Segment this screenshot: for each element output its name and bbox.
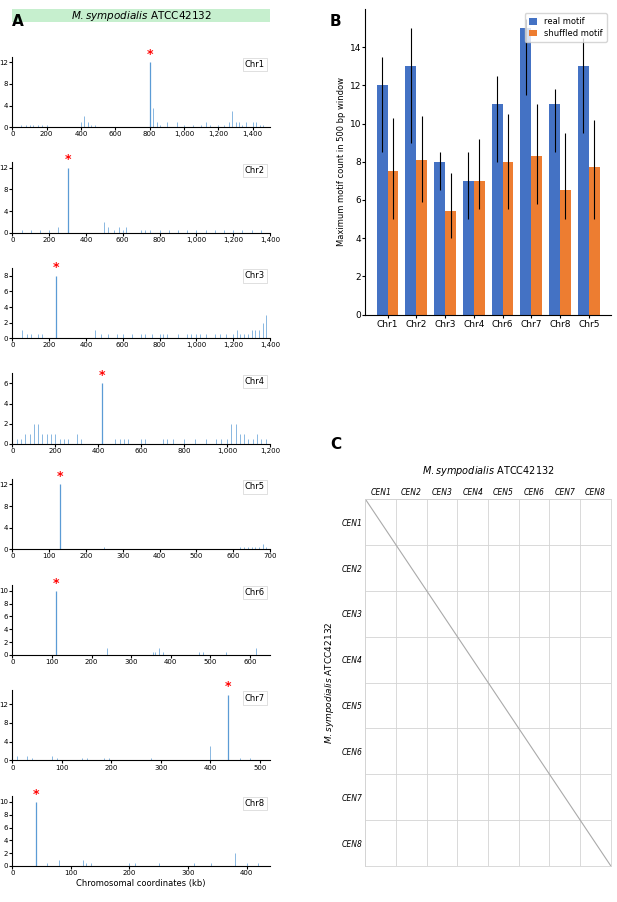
Text: A: A [12, 14, 24, 29]
Text: Chr3: Chr3 [245, 272, 265, 281]
Bar [520, 28, 531, 315]
Text: Chr4: Chr4 [245, 377, 265, 386]
Y-axis label: No. of sites
(500 bp window): No. of sites (500 bp window) [0, 384, 1, 433]
X-axis label: Chromosomal coordinates (kb): Chromosomal coordinates (kb) [77, 879, 206, 888]
Bar [531, 156, 542, 315]
Text: *: * [99, 369, 106, 382]
Bar [405, 67, 416, 315]
Bar [502, 161, 513, 315]
Text: *: * [33, 787, 39, 801]
Bar [589, 168, 600, 315]
Text: *: * [64, 153, 71, 167]
Text: *: * [225, 680, 231, 694]
Bar [474, 181, 485, 315]
Text: Chr7: Chr7 [245, 694, 265, 703]
Bar [434, 161, 445, 315]
Text: $\it{M. sympodialis}$ ATCC42132: $\it{M. sympodialis}$ ATCC42132 [70, 9, 212, 23]
Text: *: * [57, 470, 64, 483]
Text: Chr5: Chr5 [245, 483, 265, 492]
Text: *: * [52, 576, 59, 590]
Y-axis label: No. of sites
(500 bp window): No. of sites (500 bp window) [0, 279, 1, 327]
Bar [445, 211, 456, 315]
Bar [560, 190, 571, 315]
Y-axis label: Maximum motif count in 500 bp window: Maximum motif count in 500 bp window [337, 78, 346, 246]
Text: Chr2: Chr2 [245, 166, 265, 175]
Text: *: * [53, 262, 60, 274]
Bar [578, 67, 589, 315]
Bar [549, 105, 560, 315]
Text: Chr1: Chr1 [245, 60, 265, 69]
Bar [492, 105, 502, 315]
Text: *: * [146, 48, 153, 61]
Text: Chr8: Chr8 [245, 799, 265, 808]
Bar [376, 86, 387, 315]
Text: C: C [330, 437, 341, 453]
Bar [463, 181, 474, 315]
Bar [387, 171, 399, 315]
Legend: real motif, shuffled motif: real motif, shuffled motif [524, 14, 607, 42]
Bar [416, 160, 427, 315]
Title: $\it{M. sympodialis}$ ATCC42132: $\it{M. sympodialis}$ ATCC42132 [422, 465, 555, 478]
Text: B: B [330, 14, 342, 29]
Text: Chr6: Chr6 [245, 588, 265, 597]
Y-axis label: $\it{M. sympodialis}$ ATCC42132: $\it{M. sympodialis}$ ATCC42132 [323, 621, 336, 744]
